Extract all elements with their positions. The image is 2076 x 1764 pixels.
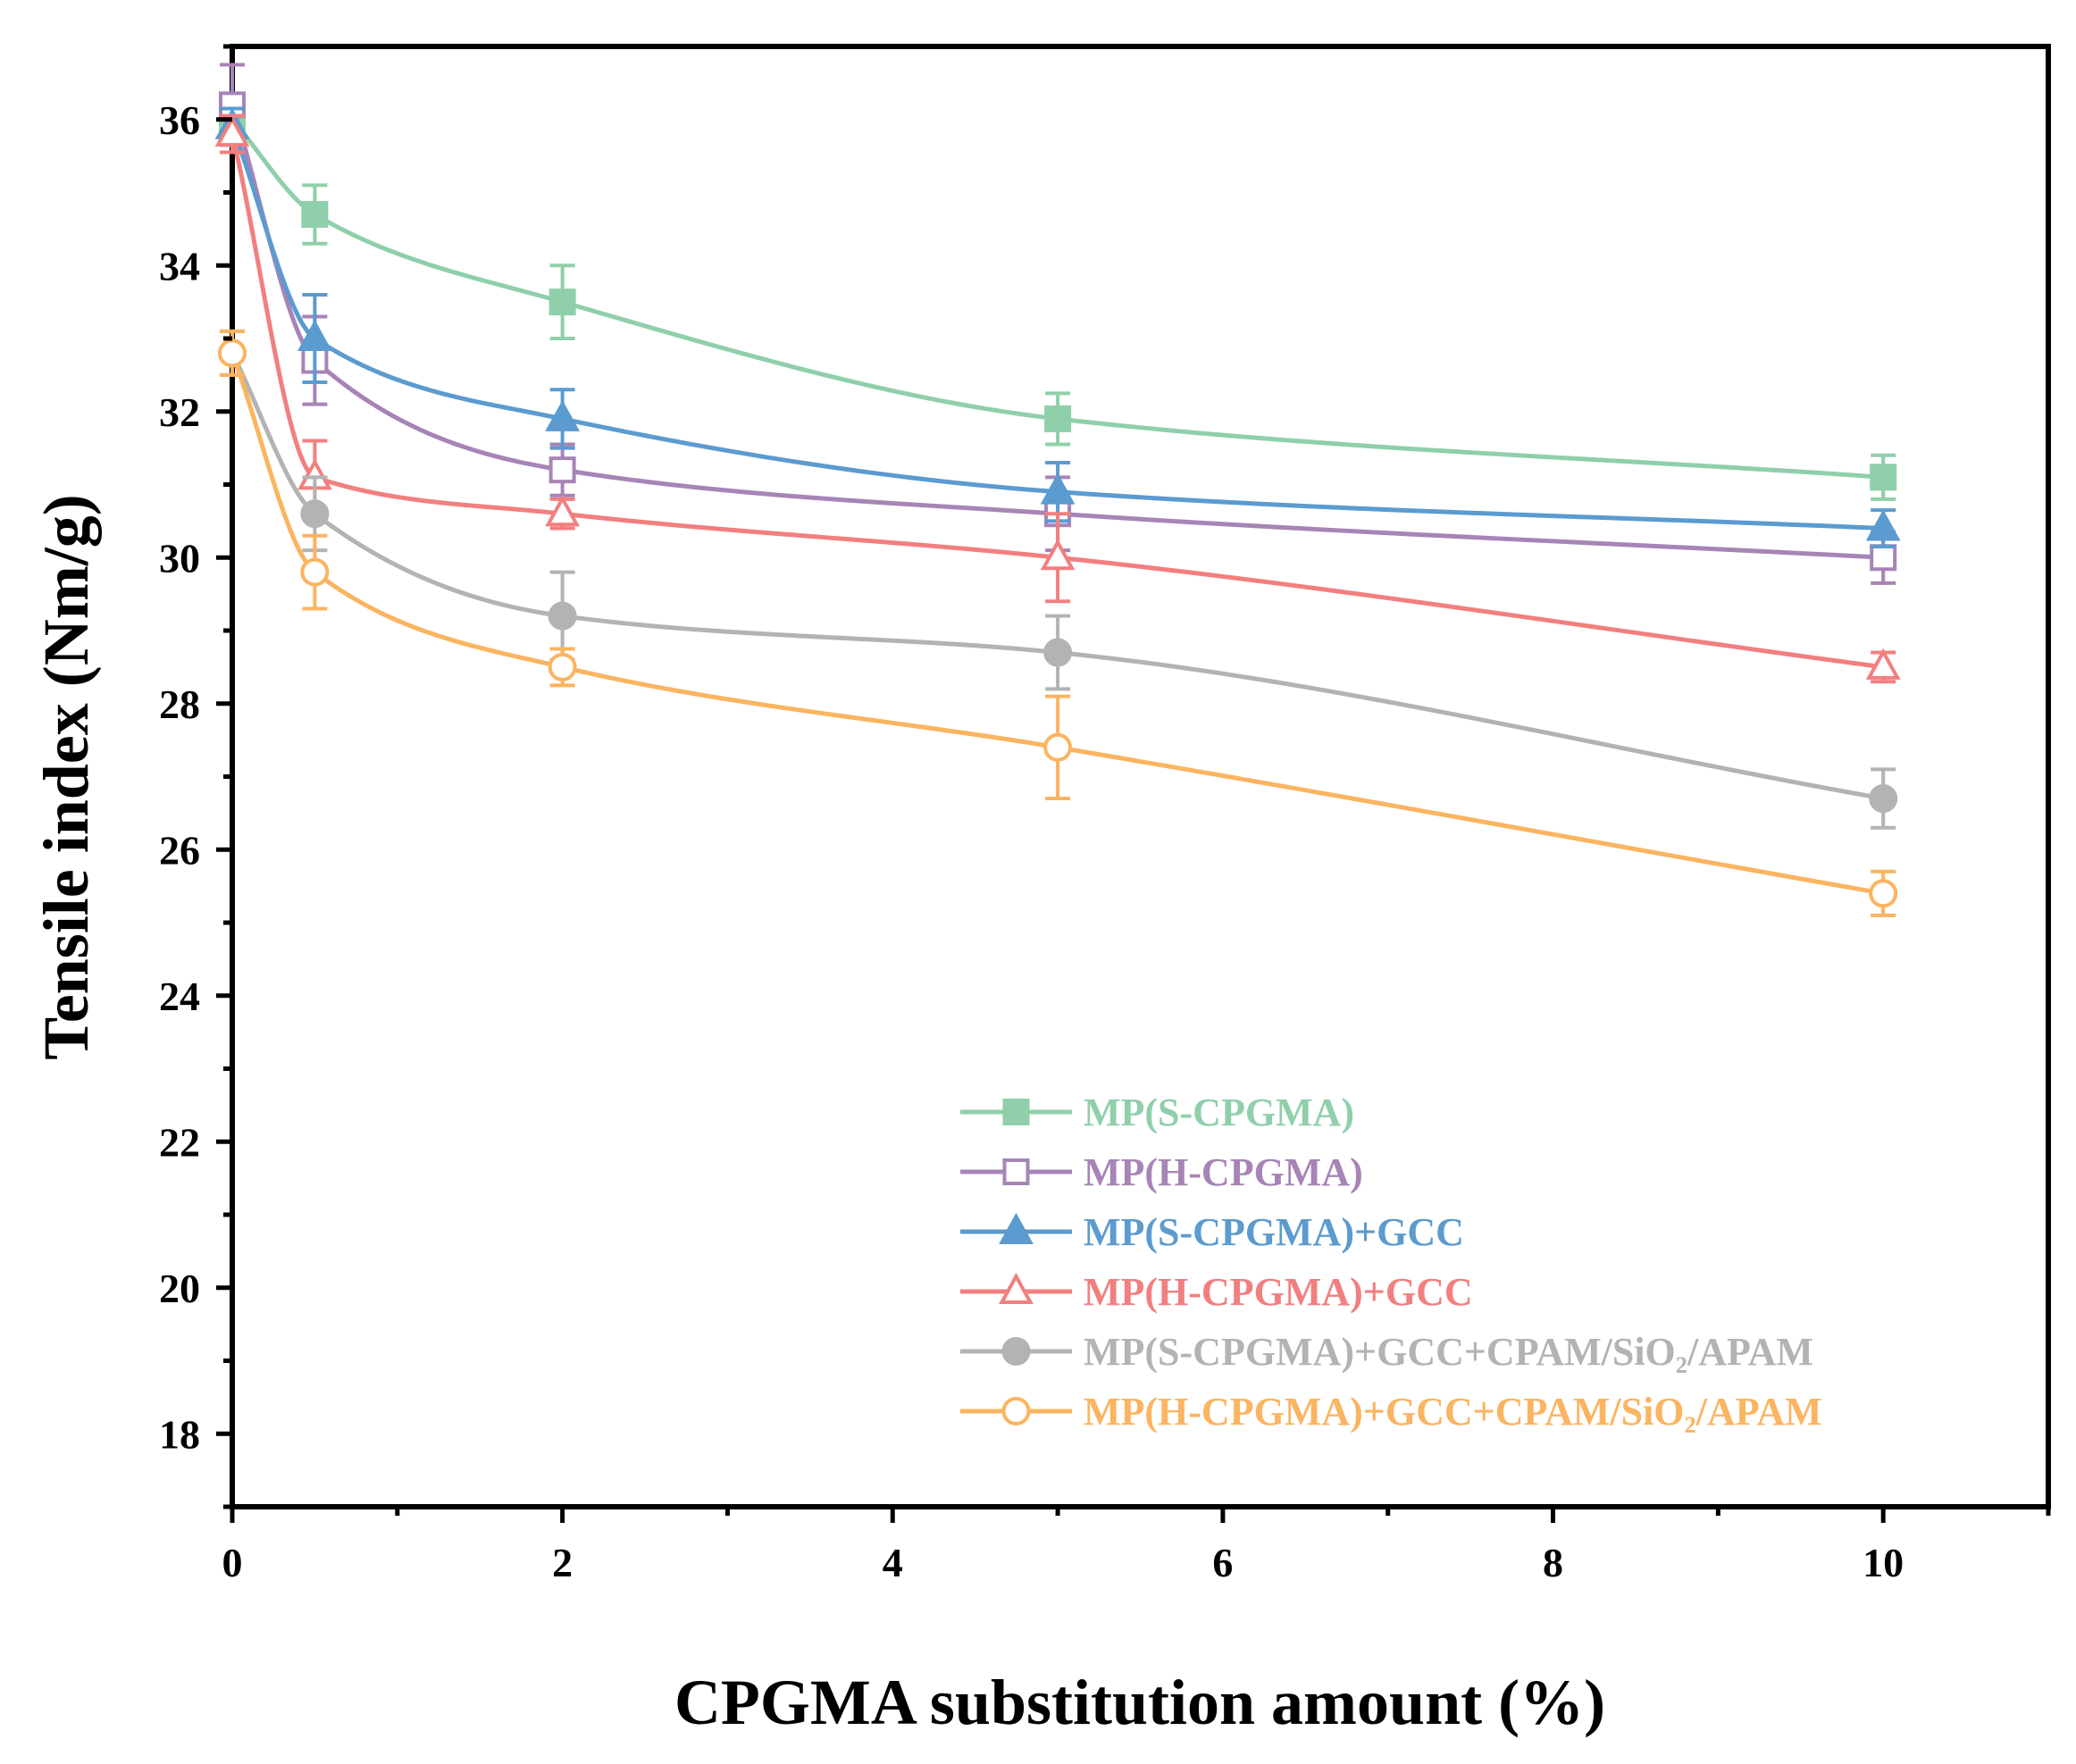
legend-item-1: MP(S-CPGMA) [960, 1091, 1354, 1134]
legend-item-5: MP(S-CPGMA)+GCC+CPAM/SiO₂/APAM [960, 1330, 1813, 1374]
legend-item-2: MP(H-CPGMA) [960, 1150, 1363, 1194]
series-1 [219, 96, 1897, 501]
y-tick-label: 28 [159, 681, 200, 727]
legend-label: MP(S-CPGMA)+GCC [1084, 1210, 1464, 1254]
data-point [300, 499, 330, 529]
data-point [1869, 784, 1898, 814]
x-tick-label: 6 [1212, 1540, 1233, 1585]
legend-marker [999, 1272, 1034, 1304]
data-point [214, 114, 250, 147]
legend-label: MP(H-CPGMA)+GCC+CPAM/SiO₂/APAM [1084, 1390, 1822, 1434]
data-point [1043, 638, 1073, 667]
data-point [1865, 509, 1901, 541]
x-tick-label: 8 [1543, 1540, 1563, 1585]
legend-marker [1001, 1397, 1031, 1425]
legend-item-3: MP(S-CPGMA)+GCC [960, 1210, 1464, 1254]
y-tick-label: 26 [159, 827, 200, 873]
data-point [1040, 539, 1076, 571]
data-point [545, 399, 581, 431]
x-tick-label: 2 [552, 1540, 573, 1585]
data-point [1869, 879, 1898, 908]
legend-item-4: MP(H-CPGMA)+GCC [960, 1270, 1473, 1314]
legend-item-6: MP(H-CPGMA)+GCC+CPAM/SiO₂/APAM [960, 1390, 1822, 1434]
data-point [297, 319, 332, 351]
legend-marker [1002, 1158, 1030, 1185]
y-tick-label: 20 [159, 1266, 200, 1311]
legend-marker [999, 1212, 1034, 1244]
y-axis-title: Tensile index (Nm/g) [30, 494, 102, 1059]
series-3 [214, 106, 1901, 548]
x-axis-title: CPGMA substitution amount (%) [674, 1667, 1605, 1738]
data-point [300, 557, 330, 587]
y-tick-label: 32 [159, 389, 200, 435]
x-tick-label: 0 [222, 1540, 243, 1585]
data-point [548, 652, 577, 681]
legend-label: MP(S-CPGMA)+GCC+CPAM/SiO₂/APAM [1084, 1330, 1813, 1374]
data-point [545, 495, 581, 527]
data-point [1870, 544, 1897, 572]
data-point [1870, 464, 1897, 491]
x-tick-label: 4 [883, 1540, 903, 1585]
legend-label: MP(H-CPGMA) [1084, 1150, 1363, 1194]
data-point [548, 456, 576, 484]
y-tick-label: 22 [159, 1119, 200, 1165]
data-point [548, 288, 576, 316]
legend-label: MP(S-CPGMA) [1084, 1091, 1354, 1134]
y-tick-label: 24 [159, 974, 200, 1019]
legend-marker [1001, 1337, 1031, 1366]
data-point [1043, 732, 1073, 762]
y-tick-label: 36 [159, 97, 200, 143]
legend-label: MP(H-CPGMA)+GCC [1084, 1270, 1473, 1314]
data-point [1040, 472, 1076, 505]
legend-marker [1002, 1099, 1030, 1125]
y-tick-label: 34 [159, 243, 200, 288]
data-point [1865, 648, 1901, 680]
data-point [1044, 405, 1072, 432]
data-point [301, 201, 329, 229]
data-point [548, 601, 577, 631]
y-tick-label: 30 [159, 535, 200, 581]
y-tick-label: 18 [159, 1411, 200, 1457]
data-point [218, 339, 247, 368]
x-tick-label: 10 [1863, 1540, 1904, 1585]
